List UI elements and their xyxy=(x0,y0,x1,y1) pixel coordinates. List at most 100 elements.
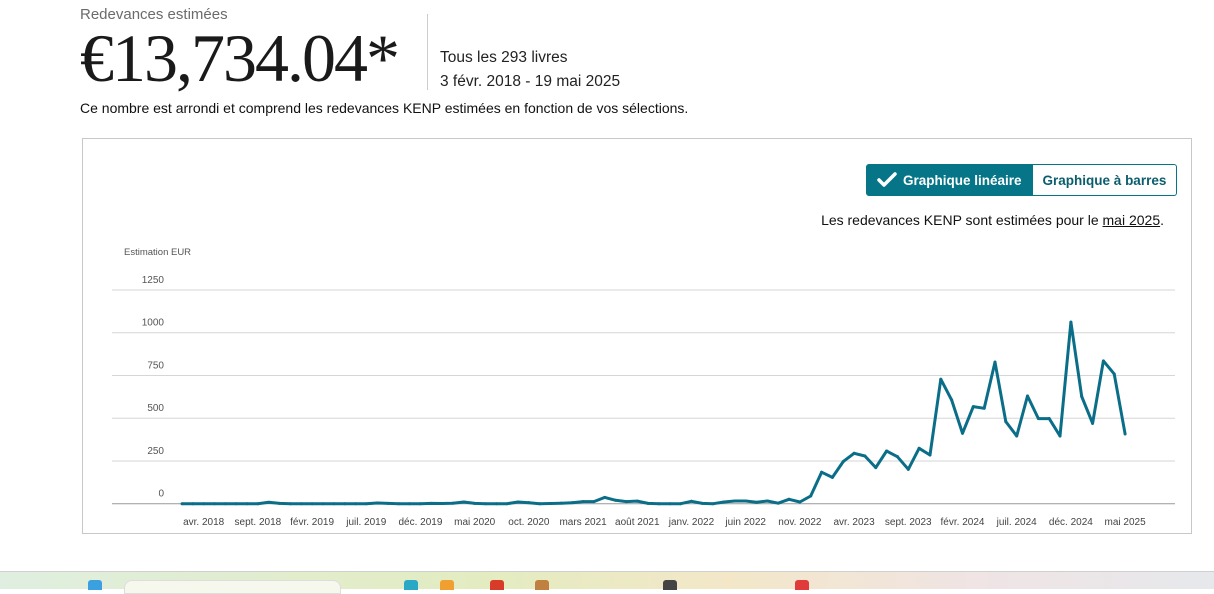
data-point[interactable] xyxy=(885,449,889,453)
data-point[interactable] xyxy=(223,502,227,506)
data-point[interactable] xyxy=(1112,372,1116,376)
data-point[interactable] xyxy=(321,502,325,506)
data-point[interactable] xyxy=(278,501,282,505)
data-point[interactable] xyxy=(234,502,238,506)
data-point[interactable] xyxy=(256,502,260,506)
data-point[interactable] xyxy=(180,502,184,506)
folder-icon[interactable] xyxy=(440,580,454,590)
data-point[interactable] xyxy=(1058,434,1062,438)
y-tick-label: 0 xyxy=(158,489,164,500)
data-point[interactable] xyxy=(364,502,368,506)
data-point[interactable] xyxy=(1123,432,1127,436)
taskbar-search[interactable] xyxy=(124,580,341,594)
data-point[interactable] xyxy=(1004,420,1008,424)
data-point[interactable] xyxy=(549,502,553,506)
data-point[interactable] xyxy=(830,475,834,479)
data-point[interactable] xyxy=(917,446,921,450)
data-point[interactable] xyxy=(191,502,195,506)
data-point[interactable] xyxy=(516,500,520,504)
data-point[interactable] xyxy=(245,502,249,506)
data-point[interactable] xyxy=(798,500,802,504)
data-point[interactable] xyxy=(614,498,618,502)
data-point[interactable] xyxy=(679,502,683,506)
data-point[interactable] xyxy=(960,431,964,435)
data-point[interactable] xyxy=(646,501,650,505)
app-icon[interactable] xyxy=(490,580,504,590)
data-point[interactable] xyxy=(689,499,693,503)
data-point[interactable] xyxy=(429,501,433,505)
data-point[interactable] xyxy=(971,405,975,409)
data-point[interactable] xyxy=(592,500,596,504)
data-point[interactable] xyxy=(982,406,986,410)
data-point[interactable] xyxy=(1080,395,1084,399)
data-point[interactable] xyxy=(1069,320,1073,324)
data-point[interactable] xyxy=(820,470,824,474)
data-point[interactable] xyxy=(668,502,672,506)
data-point[interactable] xyxy=(418,502,422,506)
data-point[interactable] xyxy=(1101,359,1105,363)
data-point[interactable] xyxy=(473,501,477,505)
data-point[interactable] xyxy=(288,502,292,506)
data-point[interactable] xyxy=(1015,434,1019,438)
data-point[interactable] xyxy=(213,502,217,506)
data-point[interactable] xyxy=(895,455,899,459)
data-point[interactable] xyxy=(852,451,856,455)
data-point[interactable] xyxy=(993,360,997,364)
app-icon[interactable] xyxy=(795,580,809,590)
data-point[interactable] xyxy=(527,501,531,505)
data-point[interactable] xyxy=(603,495,607,499)
data-point[interactable] xyxy=(375,501,379,505)
data-point[interactable] xyxy=(397,502,401,506)
data-point[interactable] xyxy=(939,377,943,381)
data-point[interactable] xyxy=(494,502,498,506)
data-point[interactable] xyxy=(711,502,715,506)
data-point[interactable] xyxy=(299,502,303,506)
data-point[interactable] xyxy=(386,501,390,505)
data-point[interactable] xyxy=(202,502,206,506)
data-point[interactable] xyxy=(408,502,412,506)
data-point[interactable] xyxy=(950,398,954,402)
app-icon[interactable] xyxy=(535,580,549,590)
data-point[interactable] xyxy=(353,502,357,506)
data-point[interactable] xyxy=(787,497,791,501)
data-point[interactable] xyxy=(863,454,867,458)
bar-chart-button[interactable]: Graphique à barres xyxy=(1032,164,1178,196)
edge-icon[interactable] xyxy=(404,580,418,590)
data-point[interactable] xyxy=(765,499,769,503)
data-point[interactable] xyxy=(906,467,910,471)
data-point[interactable] xyxy=(1047,417,1051,421)
data-point[interactable] xyxy=(624,500,628,504)
data-point[interactable] xyxy=(841,460,845,464)
kenp-month-link[interactable]: mai 2025 xyxy=(1102,212,1161,228)
data-point[interactable] xyxy=(440,502,444,506)
data-point[interactable] xyxy=(484,502,488,506)
line-chart-button[interactable]: Graphique linéaire xyxy=(866,164,1033,196)
data-point[interactable] xyxy=(722,500,726,504)
data-point[interactable] xyxy=(1026,394,1030,398)
data-point[interactable] xyxy=(700,501,704,505)
data-point[interactable] xyxy=(755,500,759,504)
data-point[interactable] xyxy=(733,499,737,503)
data-point[interactable] xyxy=(505,502,509,506)
data-point[interactable] xyxy=(776,501,780,505)
data-point[interactable] xyxy=(928,453,932,457)
data-point[interactable] xyxy=(559,501,563,505)
data-point[interactable] xyxy=(310,502,314,506)
data-point[interactable] xyxy=(538,502,542,506)
data-point[interactable] xyxy=(581,500,585,504)
windows-start-icon[interactable] xyxy=(88,580,102,590)
data-point[interactable] xyxy=(744,499,748,503)
data-point[interactable] xyxy=(1036,417,1040,421)
data-point[interactable] xyxy=(267,500,271,504)
data-point[interactable] xyxy=(462,500,466,504)
app-icon[interactable] xyxy=(663,580,677,590)
data-point[interactable] xyxy=(809,494,813,498)
data-point[interactable] xyxy=(657,502,661,506)
data-point[interactable] xyxy=(451,501,455,505)
data-point[interactable] xyxy=(874,466,878,470)
data-point[interactable] xyxy=(1091,421,1095,425)
data-point[interactable] xyxy=(343,502,347,506)
data-point[interactable] xyxy=(635,499,639,503)
data-point[interactable] xyxy=(332,502,336,506)
data-point[interactable] xyxy=(570,501,574,505)
